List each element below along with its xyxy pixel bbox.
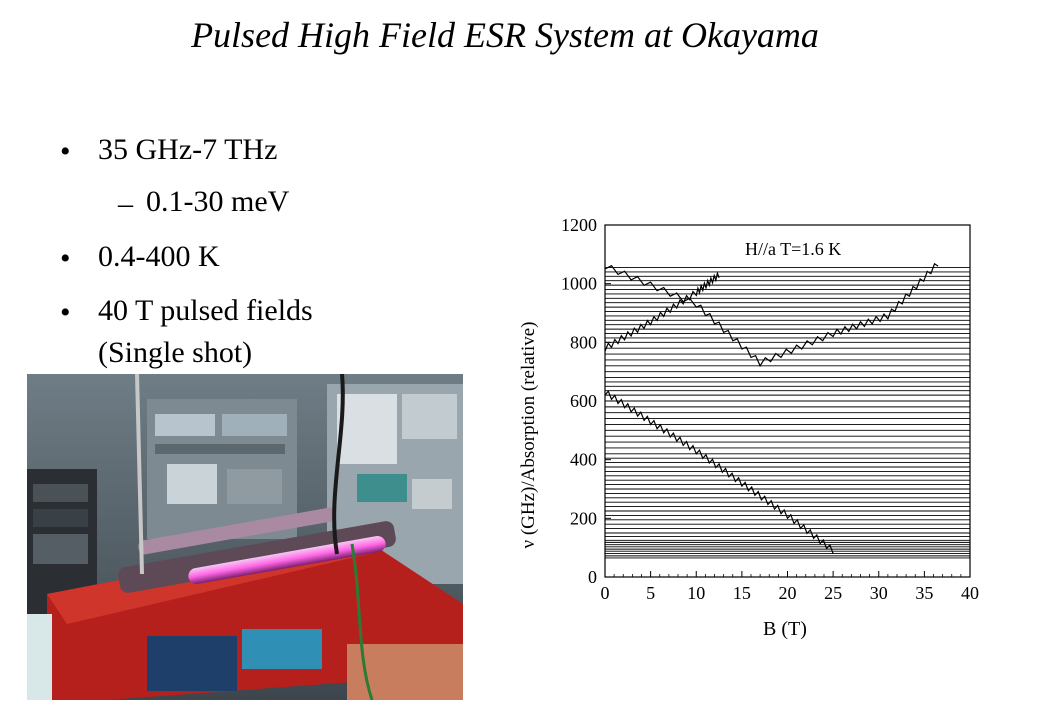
baselines-group [605, 267, 970, 559]
x-tick-label: 40 [961, 583, 979, 603]
y-tick-label: 400 [570, 450, 597, 470]
bullet-frequency-range: 35 GHz-7 THz [98, 133, 278, 166]
lab-photo [27, 374, 463, 700]
x-tick-label: 20 [779, 583, 797, 603]
x-tick-label: 15 [733, 583, 751, 603]
resonance-branch-2 [604, 270, 720, 352]
chart-annotation: H//a T=1.6 K [745, 239, 841, 259]
sub-bullet-marker: – [118, 187, 133, 220]
bullet-marker: • [60, 296, 71, 329]
y-tick-label: 200 [570, 508, 597, 528]
y-tick-label: 1000 [561, 274, 597, 294]
x-tick-label: 10 [687, 583, 705, 603]
bullet-marker: • [60, 135, 71, 168]
x-tick-label: 0 [601, 583, 610, 603]
y-axis-label: ν (GHz)/Absorption (relative) [518, 321, 539, 548]
x-tick-label: 35 [915, 583, 933, 603]
y-tick-label: 600 [570, 391, 597, 411]
slide-title: Pulsed High Field ESR System at Okayama [191, 15, 819, 55]
resonance-branch-1 [604, 390, 834, 554]
x-tick-label: 5 [646, 583, 655, 603]
x-tick-label: 25 [824, 583, 842, 603]
branches-group [604, 262, 939, 554]
bullet-marker: • [60, 242, 71, 275]
bullet-single-shot: (Single shot) [98, 336, 253, 369]
y-tick-label: 800 [570, 332, 597, 352]
bullet-temperature-range: 0.4-400 K [98, 240, 220, 273]
x-tick-label: 30 [870, 583, 888, 603]
resonance-branch-3 [604, 262, 939, 368]
chart-background [500, 205, 988, 645]
y-tick-label: 1200 [561, 215, 597, 235]
x-axis-label: B (T) [763, 618, 807, 640]
bullet-pulsed-fields: 40 T pulsed fields [98, 294, 313, 327]
y-tick-label: 0 [588, 567, 597, 587]
sub-bullet-energy-range: 0.1-30 meV [146, 185, 290, 218]
